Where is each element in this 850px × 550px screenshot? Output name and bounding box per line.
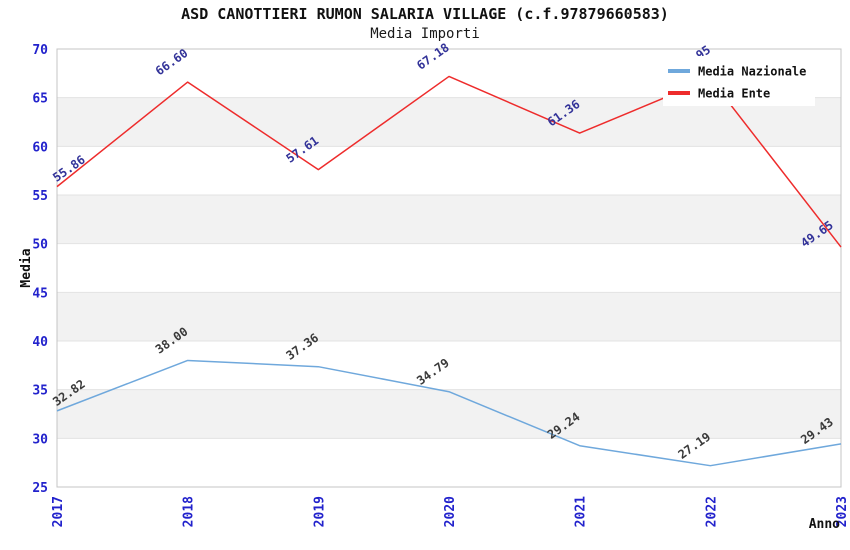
media-ente-data-label: 66.60 xyxy=(153,46,191,78)
grid-band xyxy=(57,292,841,341)
y-tick-label: 30 xyxy=(32,432,48,447)
y-tick-label: 65 xyxy=(32,92,48,107)
y-tick-label: 25 xyxy=(32,481,48,496)
y-tick-label: 60 xyxy=(32,140,48,155)
grid-band xyxy=(57,195,841,244)
chart-title: ASD CANOTTIERI RUMON SALARIA VILLAGE (c.… xyxy=(181,5,669,23)
x-tick-label: 2017 xyxy=(51,496,66,527)
y-tick-label: 35 xyxy=(32,384,48,399)
media-ente-data-label: 67.18 xyxy=(414,40,452,72)
chart-subtitle: Media Importi xyxy=(370,26,480,42)
plot-frame xyxy=(56,48,842,488)
y-tick-label: 50 xyxy=(32,238,48,253)
x-axis-title: Anno xyxy=(809,517,840,532)
x-tick-label: 2019 xyxy=(312,496,327,527)
x-tick-label: 2022 xyxy=(704,496,719,527)
y-tick-label: 45 xyxy=(32,286,48,301)
legend-label-media-nazionale: Media Nazionale xyxy=(698,65,806,79)
y-tick-label: 40 xyxy=(32,335,48,350)
y-tick-label: 70 xyxy=(32,43,48,58)
y-axis-title: Media xyxy=(19,248,34,287)
media-nazionale-data-label: 34.79 xyxy=(414,356,452,388)
x-tick-label: 2018 xyxy=(182,496,197,527)
media-ente-data-label: 55.86 xyxy=(50,153,88,185)
legend-label-media-ente: Media Ente xyxy=(698,87,770,101)
x-tick-label: 2021 xyxy=(574,496,589,527)
y-tick-label: 55 xyxy=(32,189,48,204)
grid-band xyxy=(57,389,841,439)
x-tick-label: 2020 xyxy=(443,496,458,527)
x-tick-label: 2023 xyxy=(835,496,850,527)
legend-box xyxy=(663,56,815,106)
media-nazionale-line xyxy=(56,359,842,467)
